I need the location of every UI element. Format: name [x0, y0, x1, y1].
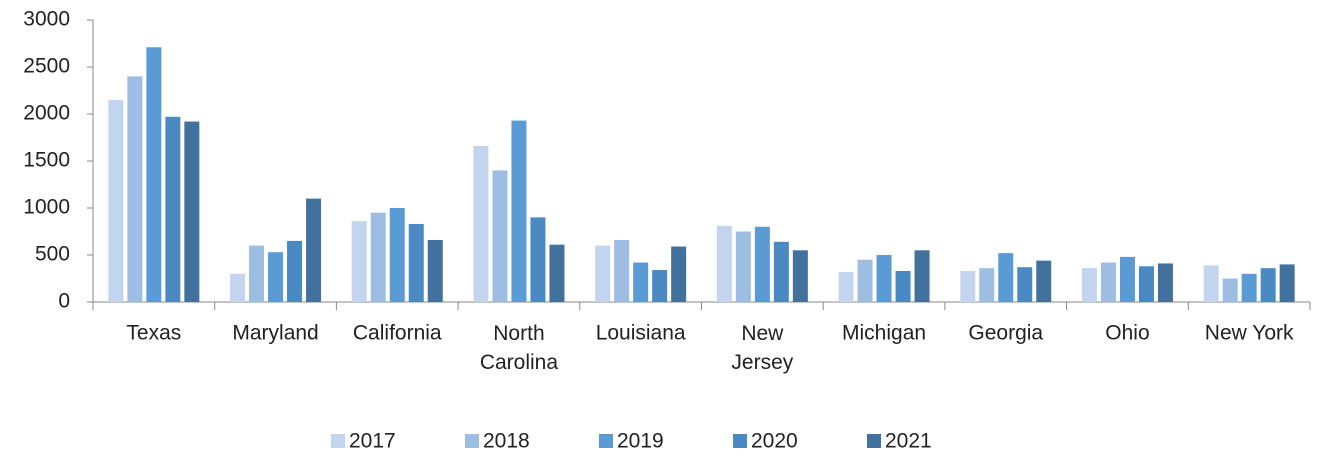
bar [146, 47, 162, 303]
bar [595, 245, 611, 302]
x-tick-label: Ohio [1105, 322, 1149, 345]
bar [165, 116, 181, 302]
bar [857, 259, 873, 302]
bar [1100, 262, 1116, 302]
y-tick-label: 1000 [23, 196, 70, 219]
y-tick-label: 0 [58, 290, 70, 313]
x-tick-label: New York [1205, 322, 1294, 345]
bar [876, 255, 892, 302]
bar [1138, 266, 1154, 302]
bar [549, 244, 565, 302]
y-tick-label: 3000 [23, 8, 70, 31]
x-tick-label: Texas [126, 322, 181, 345]
legend-label: 2017 [349, 430, 396, 453]
bar [127, 76, 143, 303]
bar [614, 239, 630, 302]
bar [511, 120, 527, 302]
bar [1279, 264, 1295, 302]
bar [351, 221, 367, 302]
bar [1157, 263, 1173, 302]
bar [633, 262, 649, 302]
bar [979, 268, 995, 302]
legend-label: 2020 [751, 430, 798, 453]
x-tick-label: North Carolina [480, 322, 559, 374]
legend-swatch [331, 434, 345, 448]
bar [108, 99, 124, 303]
bar [895, 270, 911, 302]
bar [530, 217, 546, 302]
bar [1260, 268, 1276, 302]
bar [735, 231, 751, 302]
bar [792, 250, 808, 302]
bar [754, 226, 770, 302]
bar [1017, 267, 1033, 302]
x-tick-label: Louisiana [596, 322, 686, 345]
bar [1222, 278, 1238, 302]
bar [914, 250, 930, 302]
legend-swatch [599, 434, 613, 448]
legend-swatch [465, 434, 479, 448]
x-tick-label: Georgia [968, 322, 1043, 345]
bar [671, 246, 687, 302]
y-tick-label: 2500 [23, 55, 70, 78]
x-tick-label: California [353, 322, 442, 345]
y-tick-label: 1500 [23, 149, 70, 172]
bar [1203, 265, 1219, 302]
bar [1036, 260, 1052, 302]
bar [473, 145, 489, 302]
bar [230, 273, 246, 302]
bar [1241, 273, 1257, 302]
x-tick-label: New Jersey [731, 322, 793, 374]
bar [492, 170, 508, 302]
x-tick-label: Michigan [842, 322, 926, 345]
legend-swatch [733, 434, 747, 448]
legend-swatch [867, 434, 881, 448]
bar [773, 241, 789, 302]
bar [408, 223, 424, 302]
legend-label: 2021 [885, 430, 932, 453]
legend-label: 2019 [617, 430, 664, 453]
bar [998, 253, 1014, 302]
bar [389, 208, 405, 302]
bar [427, 239, 443, 302]
bar [652, 270, 668, 302]
bar [960, 270, 976, 302]
bar [716, 225, 732, 302]
bar [306, 198, 322, 302]
bar [268, 252, 284, 302]
bar [1081, 268, 1097, 302]
x-tick-label: Maryland [232, 322, 318, 345]
y-tick-label: 500 [35, 243, 70, 266]
bar [249, 245, 265, 302]
y-tick-label: 2000 [23, 102, 70, 125]
bar [1119, 256, 1135, 302]
bar [287, 240, 303, 302]
bar [184, 121, 200, 303]
bar [838, 271, 854, 302]
bar [370, 212, 386, 302]
legend-label: 2018 [483, 430, 530, 453]
